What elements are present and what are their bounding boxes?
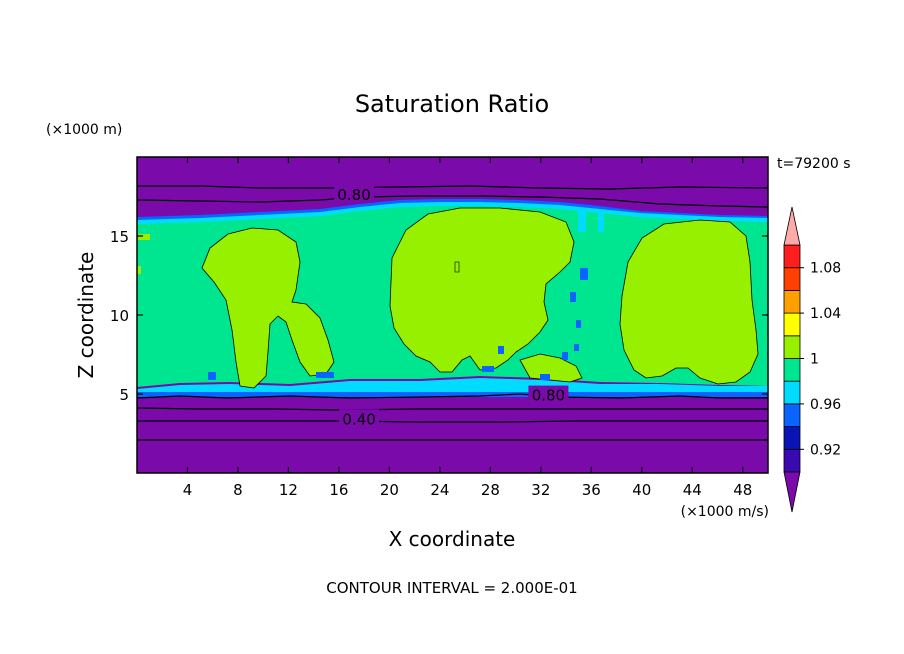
colorbar-swatch <box>783 426 801 450</box>
y-tick-label: 10 <box>110 307 129 325</box>
x-axis-title: X coordinate <box>389 527 516 551</box>
x-tick-label: 28 <box>481 481 500 499</box>
colorbar-swatch <box>783 335 801 359</box>
contour-label: 0.80 <box>532 387 565 405</box>
contour-label-bg <box>339 409 380 428</box>
colorbar-swatch <box>783 358 801 382</box>
y-axis-title: Z coordinate <box>74 252 98 379</box>
colorbar-swatch <box>783 448 801 473</box>
contour-label: 0.40 <box>342 410 375 428</box>
colorbar-tick-label: 1 <box>810 352 819 368</box>
y-unit-label: (×1000 m) <box>46 122 122 138</box>
colorbar: 0.92 0.96 1 1.04 1.08 <box>783 206 841 513</box>
colorbar-swatch <box>783 403 801 427</box>
colorbar-swatch <box>783 267 801 291</box>
cloud-patch-center <box>389 207 575 373</box>
colorbar-extend-bottom <box>783 471 801 513</box>
colorbar-extend-top <box>783 206 801 246</box>
x-tick-label: 36 <box>582 481 601 499</box>
contour-label-bg <box>528 385 569 404</box>
contour-label: 0.80 <box>337 186 370 204</box>
colorbar-swatch <box>783 380 801 405</box>
contour-label-bg <box>334 184 375 203</box>
contour-interval-footer: CONTOUR INTERVAL = 2.000E-01 <box>326 579 577 597</box>
contour-line-lower-06 <box>137 407 768 411</box>
cloud-patch-left <box>201 227 335 389</box>
x-tick-label: 24 <box>430 481 449 499</box>
x-unit-label: (×1000 m/s) <box>681 504 769 520</box>
cloud-patch-center-2 <box>519 353 583 383</box>
chart-title: Saturation Ratio <box>355 90 549 118</box>
y-tick-label: 15 <box>110 228 129 246</box>
cloud-patch-right <box>619 219 759 385</box>
lower-cloud-boundary-cyan <box>137 378 768 392</box>
y-tick-label: 5 <box>119 386 129 404</box>
colorbar-tick-label: 1.08 <box>810 261 841 277</box>
colorbar-swatch <box>783 289 801 314</box>
y-axis-ticks: 5 10 15 <box>110 228 768 404</box>
contour-line-upper-1 <box>137 185 768 190</box>
contour-lines <box>137 185 768 441</box>
x-tick-label: 48 <box>733 481 752 499</box>
contour-line-lower-04 <box>137 420 768 423</box>
time-label: t=79200 s <box>777 156 851 172</box>
colorbar-tick-label: 1.04 <box>810 306 841 322</box>
x-tick-label: 16 <box>329 481 348 499</box>
x-tick-label: 32 <box>531 481 550 499</box>
scattered-small-patches <box>137 210 604 380</box>
contour-line-upper-2 <box>137 195 768 208</box>
colorbar-tick-label: 0.96 <box>810 397 841 413</box>
colorbar-swatch <box>783 244 801 269</box>
upper-cloud-boundary-cyan <box>137 202 768 224</box>
x-tick-label: 20 <box>380 481 399 499</box>
x-axis-ticks: 4 8 12 16 20 24 28 32 36 40 44 48 <box>183 157 752 499</box>
colorbar-tick-label: 0.92 <box>810 442 841 458</box>
colorbar-swatch <box>783 312 801 337</box>
contour-line-lower-08 <box>137 393 768 399</box>
x-tick-label: 4 <box>183 481 193 499</box>
contour-labels: 0.40 0.80 0.80 <box>334 184 569 428</box>
x-tick-label: 40 <box>632 481 651 499</box>
x-tick-label: 12 <box>279 481 298 499</box>
x-tick-label: 8 <box>233 481 243 499</box>
x-tick-label: 44 <box>683 481 702 499</box>
plot-area: 0.40 0.80 0.80 <box>137 157 768 473</box>
